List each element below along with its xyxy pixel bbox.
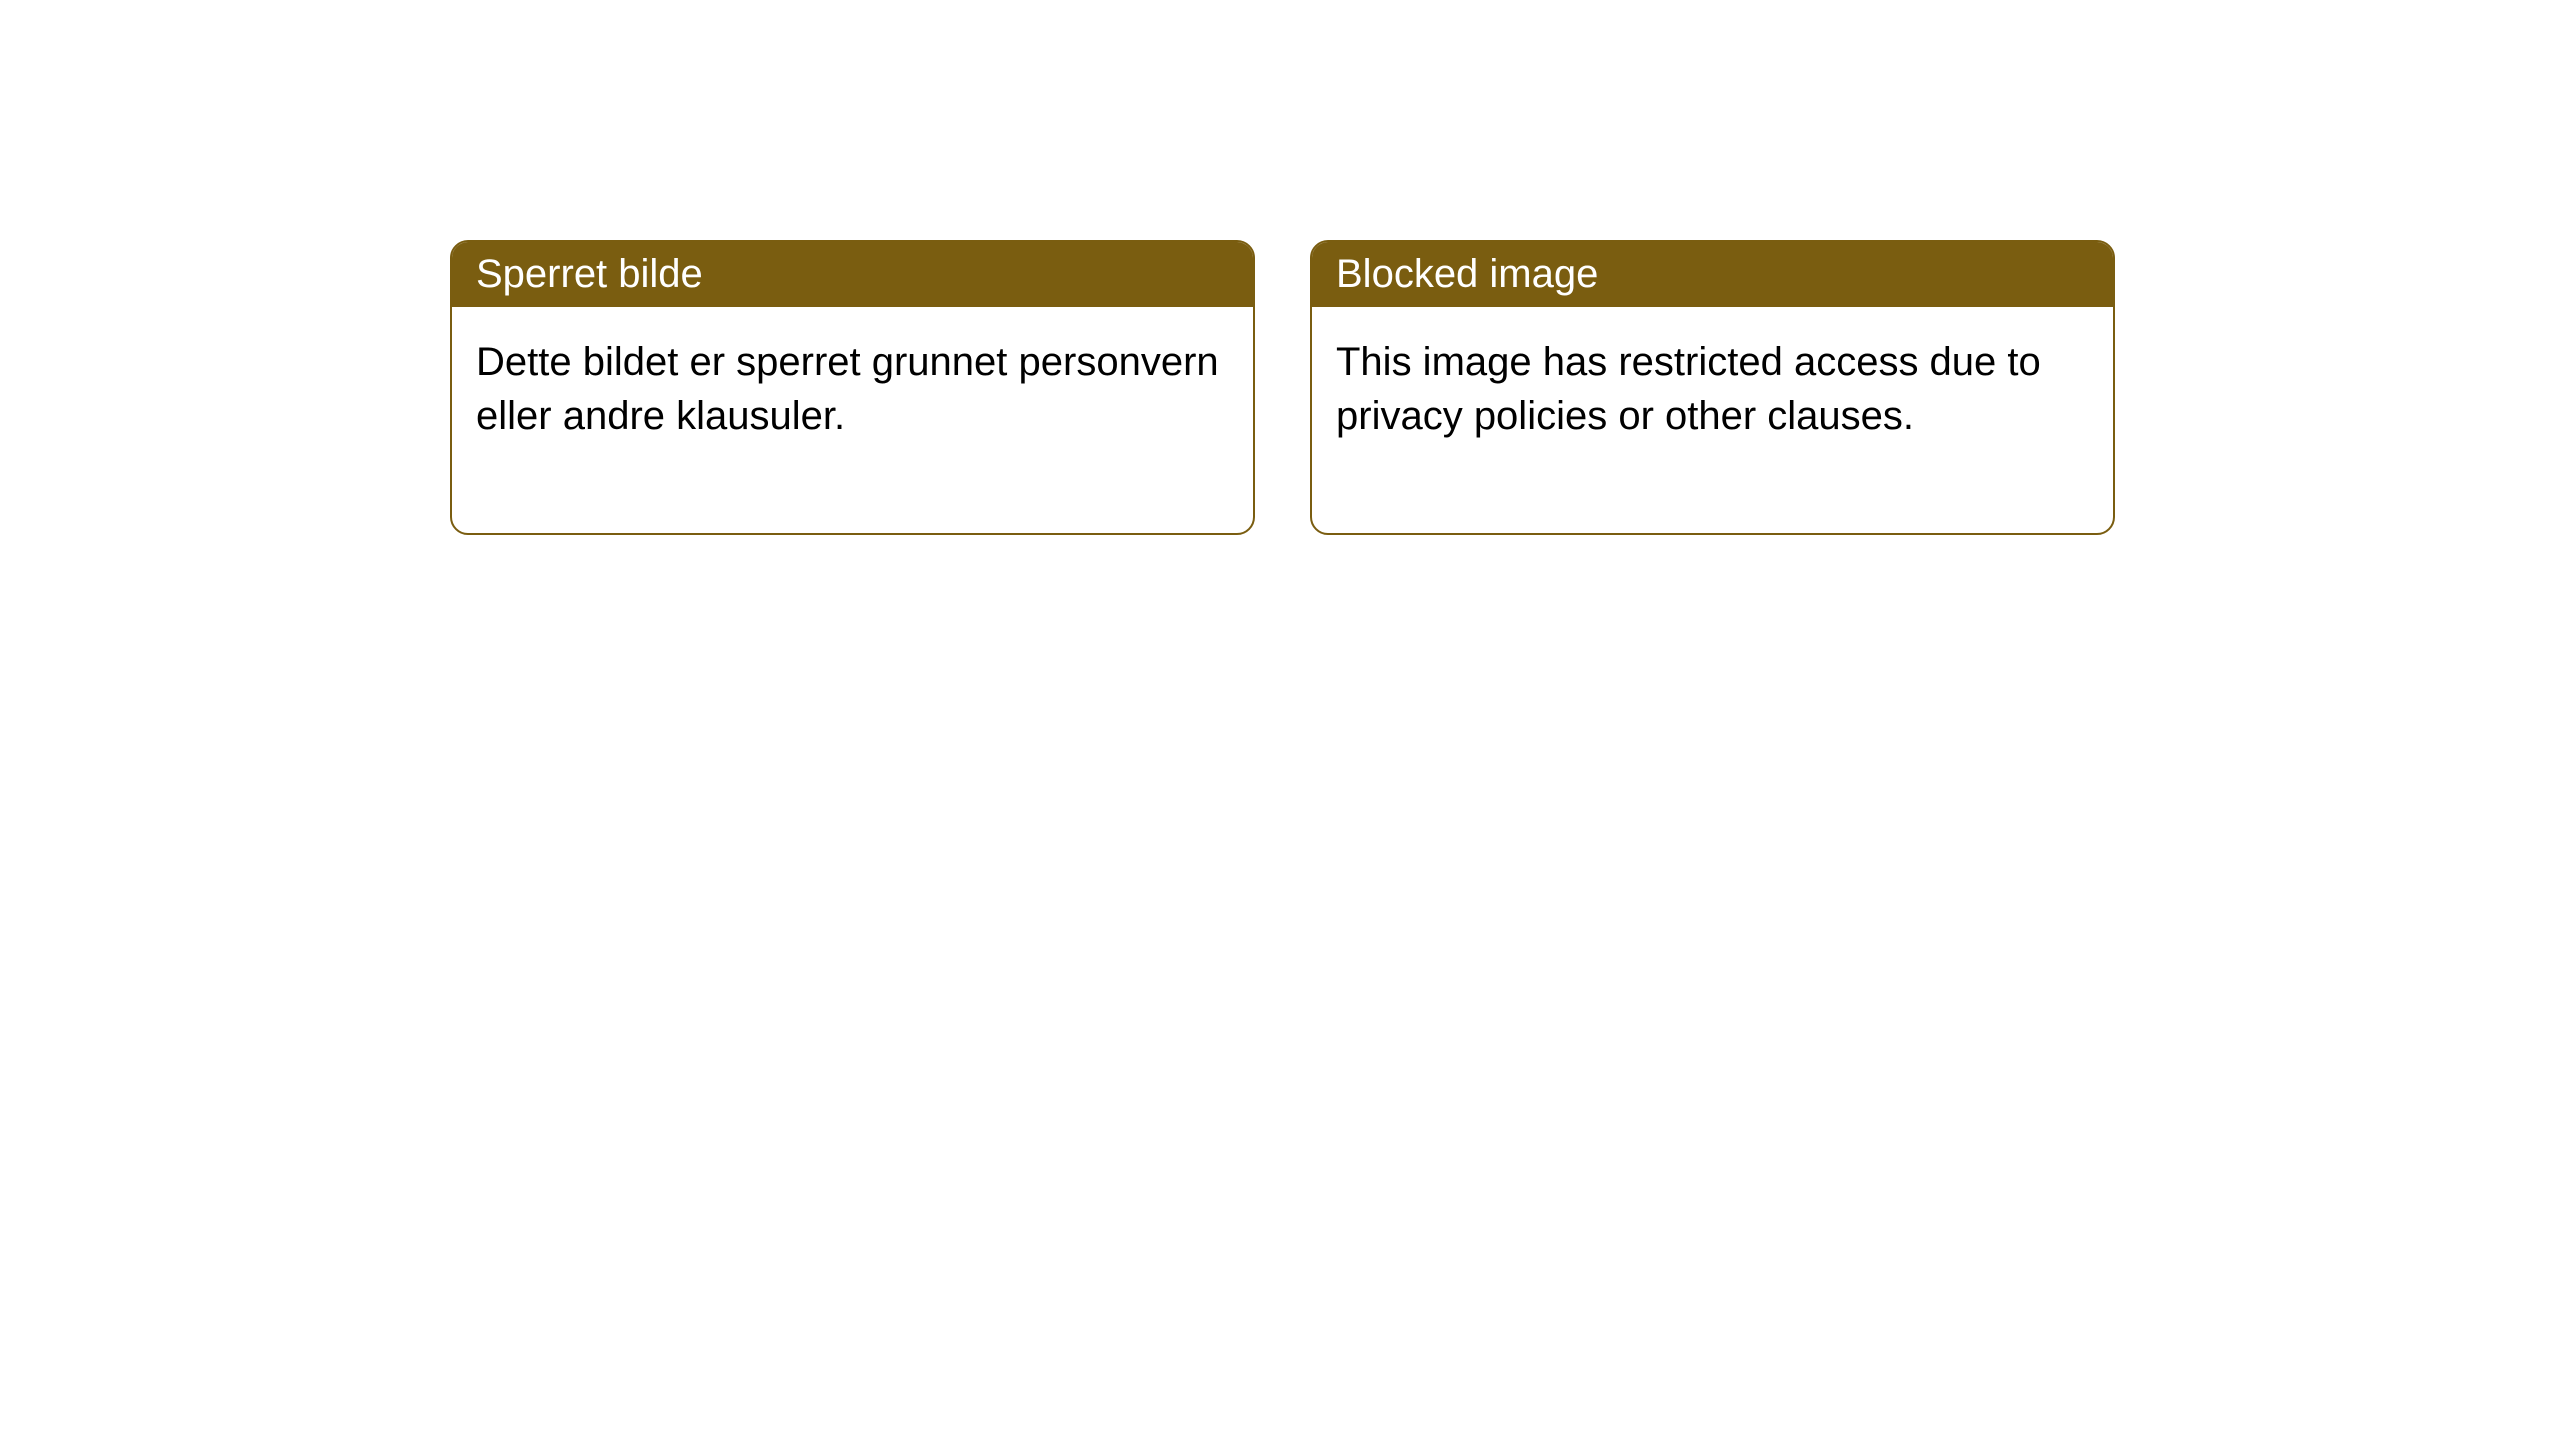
- notice-card-norwegian: Sperret bilde Dette bildet er sperret gr…: [450, 240, 1255, 535]
- card-title: Blocked image: [1336, 252, 1598, 296]
- card-header: Blocked image: [1312, 242, 2113, 307]
- card-body: This image has restricted access due to …: [1312, 307, 2113, 533]
- notice-card-english: Blocked image This image has restricted …: [1310, 240, 2115, 535]
- card-body-text: This image has restricted access due to …: [1336, 340, 2041, 438]
- card-body-text: Dette bildet er sperret grunnet personve…: [476, 340, 1219, 438]
- card-body: Dette bildet er sperret grunnet personve…: [452, 307, 1253, 533]
- card-header: Sperret bilde: [452, 242, 1253, 307]
- notice-cards-container: Sperret bilde Dette bildet er sperret gr…: [450, 240, 2115, 535]
- card-title: Sperret bilde: [476, 252, 703, 296]
